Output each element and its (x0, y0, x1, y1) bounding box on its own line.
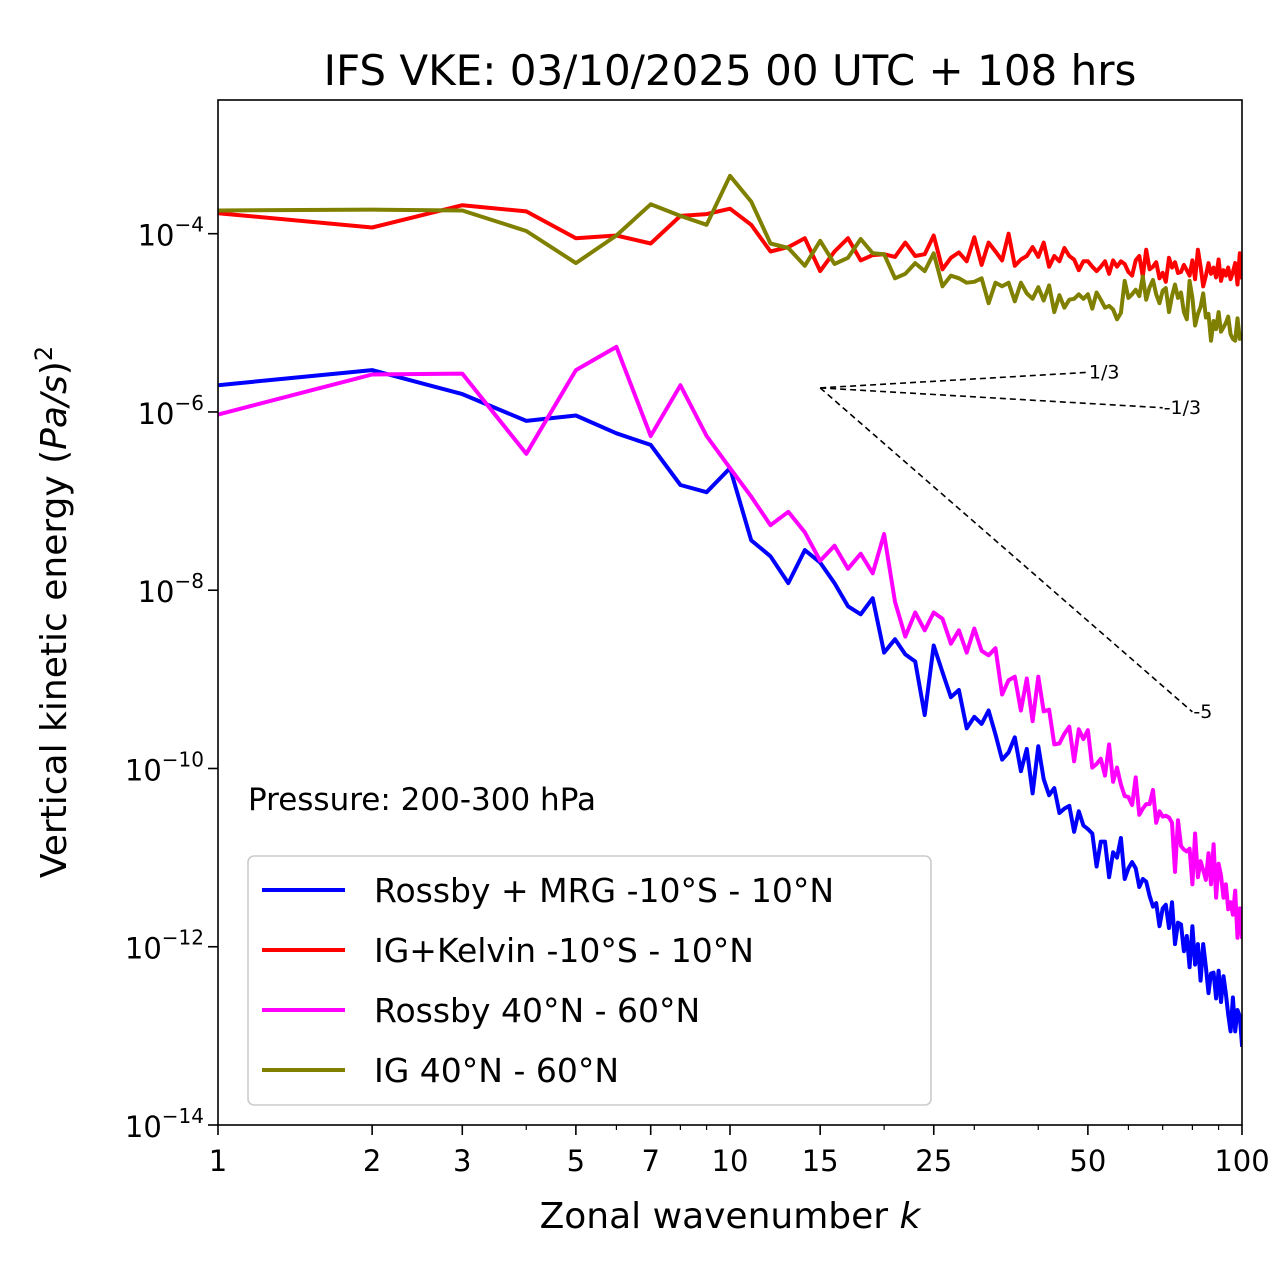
y-axis-label-power: 2 (30, 346, 58, 361)
reference-slope-label: -5 (1193, 701, 1212, 723)
legend: Rossby + MRG -10°S - 10°N IG+Kelvin -10°S… (247, 855, 932, 1106)
y-tick-label: 10−10 (125, 747, 204, 787)
x-tick-label: 7 (641, 1144, 659, 1178)
x-tick-label: 15 (802, 1144, 839, 1178)
y-axis-label-close: ) (34, 361, 75, 375)
series-line (218, 368, 1242, 1047)
x-tick-label: 50 (1069, 1144, 1106, 1178)
y-axis-label-variable: Pa/s (34, 375, 75, 450)
y-tick-base: 10 (125, 932, 162, 966)
y-tick-power: −6 (175, 391, 204, 415)
reference-slope-label: -1/3 (1164, 397, 1201, 419)
y-axis-label: Vertical kinetic energy (Pa/s)2 (30, 346, 75, 878)
x-tick-label: 10 (712, 1144, 749, 1178)
legend-label: IG+Kelvin -10°S - 10°N (374, 931, 754, 970)
y-tick-power: −12 (162, 926, 204, 950)
legend-label: Rossby + MRG -10°S - 10°N (374, 871, 834, 910)
x-axis-ticks: 1 2 3 5 7 10 15 25 50 100 (209, 1125, 1270, 1178)
y-axis-label-text: Vertical kinetic energy ( (34, 450, 75, 878)
y-tick-label: 10−4 (138, 213, 204, 253)
series-line (218, 344, 1242, 940)
pressure-annotation: Pressure: 200-300 hPa (248, 782, 596, 818)
legend-label: Rossby 40°N - 60°N (374, 991, 700, 1030)
legend-box (247, 855, 932, 1106)
y-tick-base: 10 (125, 753, 162, 787)
reference-slope-label: 1/3 (1089, 361, 1120, 383)
y-tick-power: −8 (175, 569, 204, 593)
y-tick-label: 10−12 (125, 926, 204, 966)
legend-label: IG 40°N - 60°N (374, 1051, 619, 1090)
x-axis-label-variable: k (900, 1196, 923, 1237)
x-tick-label: 2 (363, 1144, 381, 1178)
reference-slope-line (820, 371, 1088, 389)
chart-title: IFS VKE: 03/10/2025 00 UTC + 108 hrs (324, 46, 1137, 95)
reference-slope-lines: 1/3 -1/3 -5 (819, 361, 1212, 723)
y-tick-base: 10 (138, 219, 175, 253)
series-line (218, 173, 1242, 343)
x-axis-label-text: Zonal wavenumber (540, 1196, 889, 1237)
reference-slope-line (820, 387, 1163, 409)
x-axis-label: Zonal wavenumber k (540, 1196, 923, 1237)
y-tick-power: −14 (162, 1104, 204, 1128)
x-tick-label: 25 (915, 1144, 952, 1178)
y-tick-base: 10 (138, 575, 175, 609)
y-tick-power: −10 (162, 747, 204, 771)
y-tick-base: 10 (125, 1110, 162, 1144)
x-tick-label: 3 (453, 1144, 471, 1178)
reference-slope-line (819, 387, 1193, 713)
y-tick-label: 10−14 (125, 1104, 204, 1144)
x-tick-label: 100 (1214, 1144, 1269, 1178)
y-tick-base: 10 (138, 397, 175, 431)
y-tick-power: −4 (175, 213, 204, 237)
y-tick-label: 10−6 (138, 391, 204, 431)
y-tick-label: 10−8 (138, 569, 204, 609)
series-lines (218, 173, 1242, 1047)
x-tick-label: 1 (209, 1144, 227, 1178)
x-tick-label: 5 (567, 1144, 585, 1178)
